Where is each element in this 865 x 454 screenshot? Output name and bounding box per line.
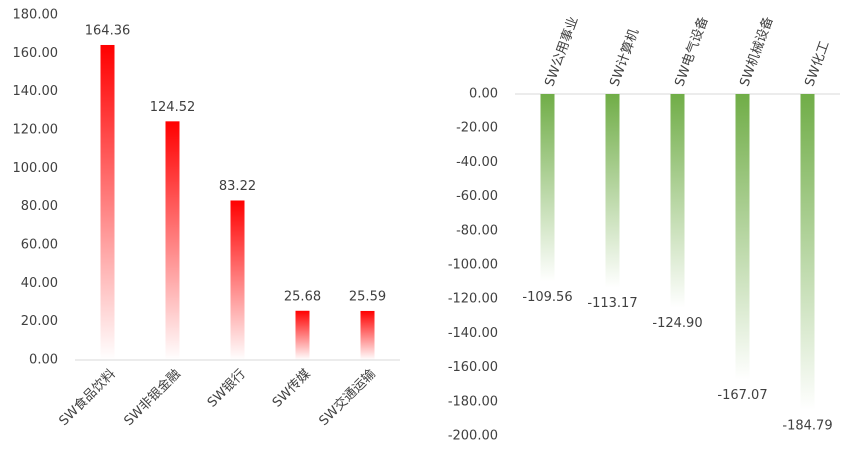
bar (295, 310, 310, 360)
y-tick-label: -60.00 (456, 189, 498, 204)
x-tick-label: SW食品饮料 (56, 366, 119, 429)
data-label: -167.07 (717, 388, 767, 403)
bar (670, 94, 685, 308)
y-tick-label: -100.00 (448, 258, 498, 273)
x-tick-label: SW计算机 (607, 27, 642, 89)
y-tick-label: -140.00 (448, 326, 498, 341)
data-label: 83.22 (219, 179, 256, 194)
bar (800, 94, 815, 410)
x-tick-label: SW非银金融 (121, 366, 184, 429)
y-tick-label: 100.00 (13, 161, 59, 176)
bar (735, 94, 750, 380)
x-tick-label: SW传媒 (270, 367, 314, 411)
x-tick-label: SW机械设备 (737, 14, 777, 88)
y-tick-label: 120.00 (13, 123, 59, 138)
x-tick-label: SW公用事业 (542, 15, 581, 89)
y-tick-label: 40.00 (21, 276, 58, 291)
data-label: -184.79 (782, 418, 832, 433)
y-tick-label: 20.00 (21, 314, 58, 329)
y-tick-label: -160.00 (448, 360, 498, 375)
y-tick-label: -200.00 (448, 429, 498, 444)
data-label: -109.56 (522, 290, 572, 305)
x-tick-label: SW银行 (205, 367, 249, 411)
y-tick-label: 0.00 (29, 353, 58, 368)
y-tick-label: 140.00 (13, 84, 59, 99)
bar (605, 94, 620, 288)
y-tick-label: -80.00 (456, 223, 498, 238)
data-label: 124.52 (150, 100, 196, 115)
bar (360, 310, 375, 360)
y-tick-label: 60.00 (21, 238, 58, 253)
y-tick-label: 0.00 (469, 87, 498, 102)
data-label: 25.59 (349, 289, 386, 304)
y-tick-label: 180.00 (13, 8, 59, 23)
y-tick-label: 80.00 (21, 199, 58, 214)
bar (100, 44, 115, 361)
bar (230, 200, 245, 360)
x-tick-label: SW电气设备 (672, 14, 712, 88)
data-label: 25.68 (284, 289, 321, 304)
bar (540, 94, 555, 282)
data-label: 164.36 (85, 23, 131, 38)
data-label: -113.17 (587, 296, 637, 311)
y-tick-label: -180.00 (448, 394, 498, 409)
bar (165, 121, 180, 360)
data-label: -124.90 (652, 316, 702, 331)
x-tick-label: SW化工 (802, 39, 832, 88)
y-tick-label: -20.00 (456, 121, 498, 136)
y-tick-label: 160.00 (13, 46, 59, 61)
y-tick-label: -120.00 (448, 292, 498, 307)
x-tick-label: SW交通运输 (316, 366, 379, 429)
y-tick-label: -40.00 (456, 155, 498, 170)
